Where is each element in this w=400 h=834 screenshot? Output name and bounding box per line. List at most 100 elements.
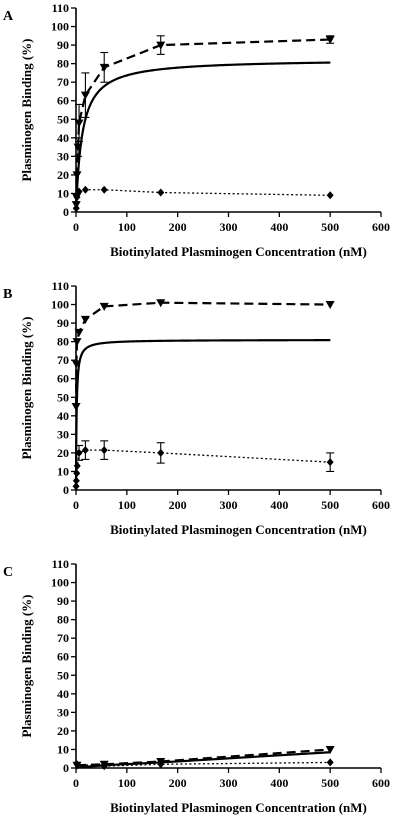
data-point-triangle [156, 41, 166, 50]
y-tick-label: 60 [57, 372, 69, 386]
y-axis-title: Plasminogen Binding (%) [19, 594, 34, 737]
data-point-diamond [81, 446, 89, 455]
y-tick-label: 20 [57, 446, 69, 460]
x-tick-label: 600 [372, 220, 390, 234]
data-point-triangle [80, 315, 90, 324]
y-tick-label: 20 [57, 724, 69, 738]
y-tick-label: 80 [57, 335, 69, 349]
series-line-dotted [75, 449, 331, 487]
x-tick-label: 600 [372, 776, 390, 790]
panel-letter: B [3, 287, 12, 302]
series-line-solid [74, 339, 331, 490]
y-tick-label: 50 [57, 668, 69, 682]
x-tick-label: 600 [372, 498, 390, 512]
y-tick-label: 0 [63, 205, 69, 219]
y-tick-label: 40 [57, 409, 69, 423]
y-tick-label: 10 [57, 186, 69, 200]
y-tick-label: 30 [57, 149, 69, 163]
data-point-diamond [75, 187, 83, 196]
data-point-triangle [325, 745, 335, 754]
x-tick-label: 100 [118, 498, 136, 512]
data-point-diamond [326, 458, 334, 467]
data-point-diamond [73, 760, 81, 769]
y-tick-label: 100 [51, 298, 69, 312]
y-tick-label: 10 [57, 464, 69, 478]
y-tick-label: 70 [57, 631, 69, 645]
data-point-diamond [73, 461, 81, 470]
y-tick-label: 40 [57, 131, 69, 145]
y-tick-label: 30 [57, 705, 69, 719]
y-axis-title: Plasminogen Binding (%) [19, 316, 34, 459]
x-axis-title: Biotinylated Plasminogen Concentration (… [110, 244, 367, 259]
data-point-triangle [99, 302, 109, 311]
y-tick-label: 40 [57, 687, 69, 701]
y-tick-label: 60 [57, 94, 69, 108]
y-tick-label: 70 [57, 353, 69, 367]
x-tick-label: 500 [321, 776, 339, 790]
data-point-diamond [100, 185, 108, 194]
x-tick-label: 100 [118, 776, 136, 790]
data-point-triangle [99, 63, 109, 72]
x-tick-label: 400 [270, 776, 288, 790]
data-point-triangle [80, 91, 90, 100]
x-tick-label: 0 [73, 220, 79, 234]
x-tick-label: 500 [321, 220, 339, 234]
x-tick-label: 0 [73, 776, 79, 790]
data-point-diamond [72, 204, 80, 213]
data-point-triangle [325, 301, 335, 310]
x-tick-label: 400 [270, 498, 288, 512]
chart-panel-b: B 0 10 20 30 40 50 60 70 80 90 100 110 0 100 200 300 400 5… [3, 279, 390, 537]
y-tick-label: 110 [52, 557, 69, 571]
data-point-diamond [72, 476, 80, 485]
y-tick-label: 10 [57, 742, 69, 756]
data-point-triangle [74, 328, 84, 337]
data-point-diamond [81, 185, 89, 194]
y-tick-label: 80 [57, 613, 69, 627]
series-line-dotted [76, 761, 331, 767]
y-tick-label: 20 [57, 168, 69, 182]
data-point-triangle [325, 36, 335, 45]
x-tick-label: 400 [270, 220, 288, 234]
data-point-diamond [326, 191, 334, 200]
y-tick-label: 110 [52, 1, 69, 15]
y-tick-label: 100 [51, 20, 69, 34]
x-tick-label: 0 [73, 498, 79, 512]
data-point-diamond [157, 188, 165, 197]
series-line-dotted [75, 189, 331, 209]
x-axis-title: Biotinylated Plasminogen Concentration (… [110, 800, 367, 815]
y-tick-label: 80 [57, 57, 69, 71]
y-tick-label: 0 [63, 483, 69, 497]
y-tick-label: 100 [51, 576, 69, 590]
panel-letter: C [3, 565, 13, 580]
data-point-diamond [100, 762, 108, 771]
x-tick-label: 300 [220, 498, 238, 512]
y-tick-label: 0 [63, 761, 69, 775]
data-point-diamond [73, 469, 81, 478]
x-tick-label: 100 [118, 220, 136, 234]
x-tick-label: 300 [220, 220, 238, 234]
panel-letter: A [3, 9, 14, 24]
data-point-diamond [157, 448, 165, 457]
series-line-dashed [76, 748, 331, 767]
x-tick-label: 500 [321, 498, 339, 512]
data-point-diamond [157, 760, 165, 769]
y-tick-label: 90 [57, 316, 69, 330]
chart-panel-c: C 0 10 20 30 40 50 60 70 80 90 100 110 0 100 200 300 400 5… [3, 557, 390, 815]
x-tick-label: 200 [169, 498, 187, 512]
x-tick-label: 200 [169, 220, 187, 234]
x-tick-label: 200 [169, 776, 187, 790]
y-tick-label: 50 [57, 390, 69, 404]
y-tick-label: 70 [57, 75, 69, 89]
y-tick-label: 60 [57, 650, 69, 664]
y-axis-title: Plasminogen Binding (%) [19, 38, 34, 181]
y-tick-label: 90 [57, 38, 69, 52]
data-point-diamond [100, 446, 108, 455]
y-tick-label: 90 [57, 594, 69, 608]
data-point-triangle [156, 299, 166, 308]
data-point-diamond [72, 482, 80, 491]
y-tick-label: 30 [57, 427, 69, 441]
series-line-solid [75, 751, 331, 769]
data-point-triangle [74, 119, 84, 128]
data-point-triangle [72, 338, 82, 347]
